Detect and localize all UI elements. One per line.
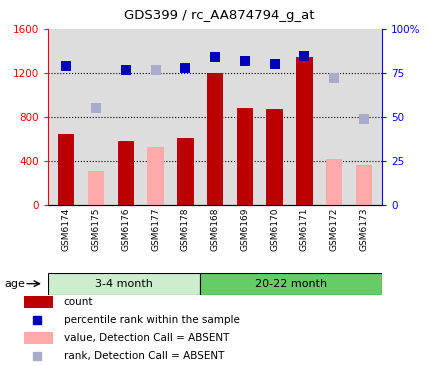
- Bar: [88, 171, 104, 205]
- Text: rank, Detection Call = ABSENT: rank, Detection Call = ABSENT: [64, 351, 223, 361]
- Bar: [177, 138, 193, 205]
- Text: 3-4 month: 3-4 month: [95, 279, 153, 289]
- Bar: [206, 73, 223, 205]
- Bar: [147, 147, 163, 205]
- Bar: [266, 109, 282, 205]
- Point: [360, 116, 367, 122]
- Bar: [296, 57, 312, 205]
- Bar: [117, 141, 134, 205]
- Bar: [24, 296, 53, 308]
- Bar: [236, 108, 253, 205]
- Point: [271, 61, 278, 67]
- Point: [63, 63, 70, 69]
- Bar: [48, 273, 199, 295]
- Point: [152, 67, 159, 72]
- Text: percentile rank within the sample: percentile rank within the sample: [64, 315, 239, 325]
- Text: count: count: [64, 297, 93, 307]
- Text: GDS399 / rc_AA874794_g_at: GDS399 / rc_AA874794_g_at: [124, 9, 314, 22]
- Point: [181, 65, 188, 71]
- Point: [241, 58, 248, 64]
- Text: value, Detection Call = ABSENT: value, Detection Call = ABSENT: [64, 333, 229, 343]
- Point: [122, 67, 129, 72]
- Point: [300, 53, 307, 59]
- Point: [211, 55, 218, 60]
- Bar: [58, 134, 74, 205]
- Text: 20-22 month: 20-22 month: [254, 279, 326, 289]
- Bar: [355, 165, 371, 205]
- Bar: [199, 273, 381, 295]
- Point: [92, 105, 99, 111]
- Point: [330, 75, 337, 81]
- Text: age: age: [4, 279, 25, 289]
- Bar: [325, 159, 342, 205]
- Bar: [24, 332, 53, 344]
